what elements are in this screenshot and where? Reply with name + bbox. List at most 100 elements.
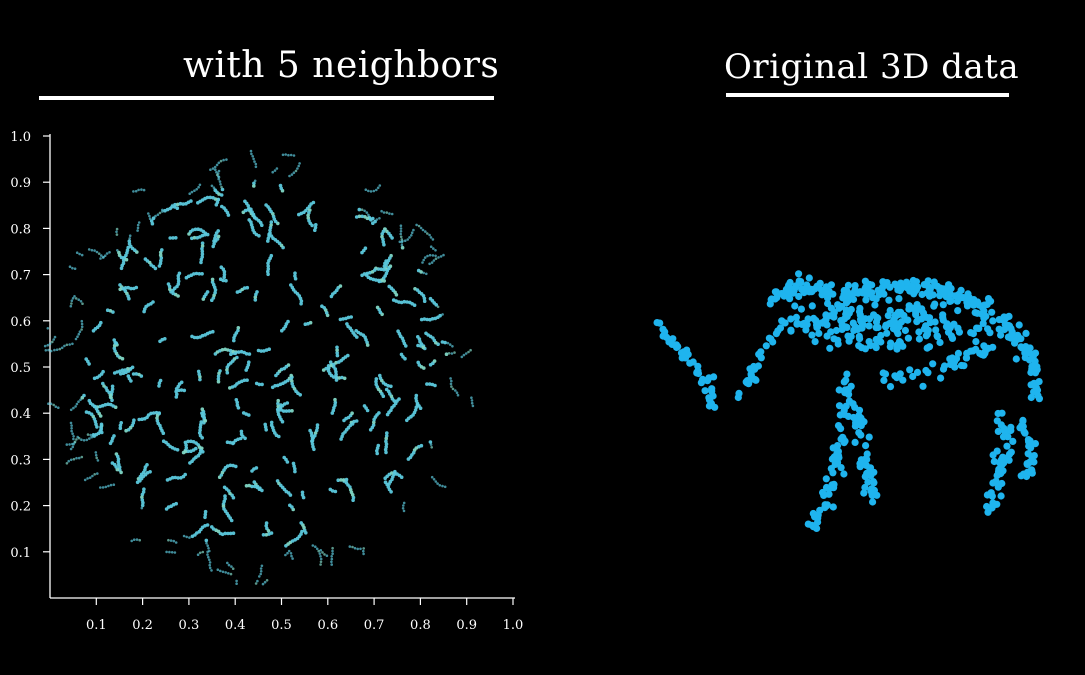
- data-point: [373, 268, 377, 272]
- data-point: [365, 271, 370, 276]
- data-point: [315, 547, 319, 551]
- data-point: [252, 157, 255, 161]
- data-point: [402, 504, 405, 507]
- data-point: [47, 348, 50, 352]
- data-point: [400, 245, 405, 250]
- data-point: [250, 225, 255, 230]
- data-point: [318, 552, 322, 555]
- data-point: [216, 568, 220, 571]
- data-point: [165, 550, 168, 554]
- data-point: [70, 424, 73, 427]
- data-point: [399, 300, 404, 305]
- data-point: [156, 213, 160, 216]
- data-point: [335, 351, 340, 355]
- data-point: [390, 236, 394, 240]
- data-point: [800, 285, 808, 293]
- data-point: [842, 310, 850, 318]
- data-point: [467, 350, 470, 354]
- data-point: [140, 188, 143, 191]
- data-point: [182, 534, 186, 538]
- data-point: [231, 440, 236, 445]
- data-point: [338, 284, 343, 288]
- data-point: [815, 329, 823, 337]
- data-point: [110, 398, 114, 403]
- data-point: [872, 324, 880, 332]
- data-point: [827, 328, 835, 336]
- data-point: [174, 395, 179, 399]
- data-point: [176, 202, 180, 207]
- data-point: [221, 504, 226, 509]
- data-point: [49, 402, 53, 406]
- data-point: [254, 165, 258, 169]
- data-point: [154, 214, 157, 218]
- data-point: [74, 297, 78, 300]
- data-point: [883, 279, 891, 287]
- data-point: [840, 439, 848, 447]
- data-point: [94, 453, 98, 457]
- data-point: [946, 297, 954, 305]
- data-point: [390, 212, 394, 216]
- data-point: [384, 259, 388, 263]
- data-point: [155, 416, 159, 420]
- data-point: [364, 188, 368, 191]
- data-point: [428, 233, 431, 237]
- data-point: [859, 321, 867, 329]
- data-point: [333, 400, 338, 405]
- data-point: [84, 410, 89, 414]
- data-point: [842, 323, 850, 331]
- data-point: [1030, 458, 1038, 466]
- data-point: [129, 286, 133, 291]
- data-point: [131, 372, 136, 376]
- data-point: [402, 299, 407, 304]
- data-point: [894, 286, 902, 294]
- title-underline-left: [39, 96, 494, 100]
- data-point: [842, 402, 850, 410]
- data-point: [140, 417, 144, 422]
- data-point: [72, 442, 75, 446]
- data-point: [71, 266, 74, 270]
- data-point: [207, 555, 210, 559]
- data-point: [813, 323, 822, 331]
- data-point: [148, 214, 151, 218]
- data-point: [236, 350, 241, 354]
- data-point: [1003, 313, 1011, 321]
- data-point: [375, 305, 380, 310]
- data-point: [196, 553, 200, 556]
- data-point: [932, 326, 940, 334]
- data-point: [378, 184, 382, 187]
- data-point: [1034, 392, 1042, 400]
- data-point: [377, 279, 382, 284]
- data-point: [902, 278, 911, 286]
- data-point: [168, 550, 171, 554]
- data-point: [168, 236, 172, 240]
- data-point: [58, 347, 62, 351]
- data-point: [399, 230, 403, 233]
- data-point: [231, 531, 236, 535]
- data-point: [456, 393, 460, 397]
- data-point: [247, 483, 251, 488]
- data-point: [91, 474, 94, 478]
- data-point: [919, 382, 927, 390]
- data-point: [157, 384, 161, 388]
- data-point: [80, 253, 84, 257]
- data-point: [1009, 437, 1017, 445]
- data-point: [80, 455, 84, 459]
- data-point: [694, 362, 702, 370]
- data-point: [865, 315, 874, 323]
- data-point: [140, 495, 144, 500]
- data-point: [69, 304, 73, 308]
- data-point: [263, 580, 267, 584]
- data-point: [330, 557, 334, 561]
- data-point: [236, 326, 241, 330]
- data-point: [330, 555, 334, 558]
- data-point: [333, 489, 338, 494]
- data-point: [400, 243, 404, 247]
- data-point: [378, 376, 383, 381]
- data-point: [252, 181, 256, 186]
- data-point: [328, 487, 333, 492]
- data-point: [379, 267, 384, 272]
- data-point: [354, 215, 359, 219]
- data-point: [173, 551, 177, 554]
- data-point: [430, 446, 434, 449]
- data-point: [284, 553, 287, 557]
